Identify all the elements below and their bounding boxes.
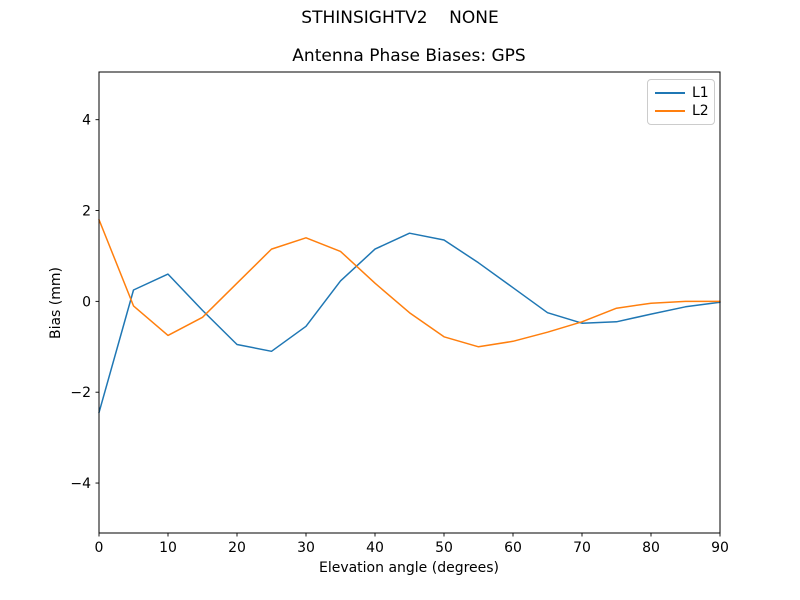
x-tick-label: 60: [504, 540, 522, 556]
y-tick-label: 4: [82, 113, 91, 129]
x-tick-label: 50: [435, 540, 453, 556]
legend-item-l1: L1: [655, 84, 714, 102]
y-tick-label: −4: [70, 476, 91, 492]
x-tick-label: 40: [366, 540, 384, 556]
x-tick-label: 0: [95, 540, 104, 556]
axes-frame: [98, 71, 721, 534]
series-line-l1: [98, 232, 721, 414]
legend-line-swatch-l2: [655, 110, 685, 112]
y-tick-label: −2: [70, 385, 91, 401]
x-axis-label: Elevation angle (degrees): [318, 560, 500, 576]
legend-line-swatch-l1: [655, 92, 685, 94]
x-tick-label: 90: [711, 540, 729, 556]
x-tick-label: 70: [573, 540, 591, 556]
chart-title: Antenna Phase Biases: GPS: [292, 46, 526, 66]
x-tick-label: 30: [297, 540, 315, 556]
legend-label-l1: L1: [692, 85, 709, 101]
y-tick-label: 0: [82, 294, 91, 310]
y-tick-label: 2: [82, 204, 91, 220]
x-tick-label: 20: [228, 540, 246, 556]
legend-label-l2: L2: [692, 103, 709, 119]
legend-item-l2: L2: [655, 102, 714, 120]
y-axis-label: Bias (mm): [48, 266, 64, 340]
x-tick-label: 10: [159, 540, 177, 556]
legend: L1 L2: [647, 79, 715, 125]
figure-suptitle: STHINSIGHTV2 NONE: [301, 8, 499, 28]
series-line-l2: [98, 218, 721, 348]
x-tick-label: 80: [642, 540, 660, 556]
